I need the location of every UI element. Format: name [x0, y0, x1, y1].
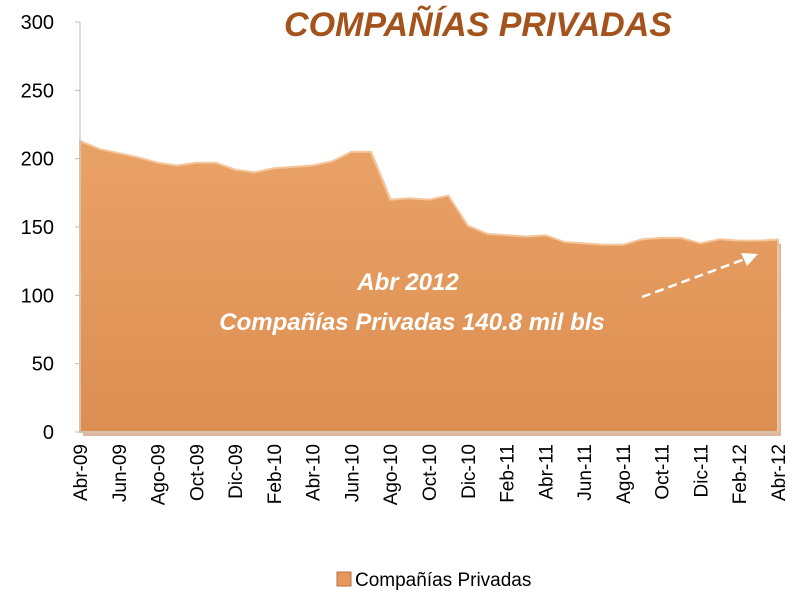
x-tick-label: Oct-09: [187, 444, 208, 501]
y-tick-label: 50: [32, 354, 54, 376]
arrow-head: [741, 253, 758, 266]
y-tick-label: 150: [21, 217, 54, 239]
arrow: [641, 257, 746, 299]
x-tick-label: Feb-12: [730, 444, 751, 504]
area: [79, 139, 779, 433]
x-tick-label: Oct-10: [420, 444, 441, 501]
x-tick-label: Feb-11: [498, 444, 519, 503]
x-tick-label: Jun-10: [342, 444, 363, 502]
x-tick-label: Dic-11: [691, 444, 712, 498]
x-tick-label: Oct-11: [653, 444, 674, 500]
x-tick-label: Ago-10: [381, 444, 402, 505]
legend-swatch: [336, 571, 352, 587]
annotation: Compañías Privadas 140.8 mil bls: [219, 309, 605, 336]
x-tick-label: Dic-10: [459, 444, 480, 499]
annotation: Abr 2012: [356, 269, 459, 296]
legend-label: Compañías Privadas: [355, 570, 531, 591]
y-tick-label: 250: [21, 80, 54, 102]
x-tick-label: Abr-11: [536, 444, 557, 500]
y-tick-label: 300: [21, 12, 54, 34]
x-tick-label: Abr-10: [304, 444, 325, 501]
x-tick-label: Feb-10: [265, 444, 286, 504]
y-tick-label: 200: [21, 149, 54, 171]
x-tick-label: Ago-09: [149, 444, 170, 505]
x-tick-label: Dic-09: [226, 444, 247, 499]
y-tick-label: 0: [43, 422, 54, 444]
x-tick-label: Abr-12: [769, 444, 790, 501]
x-tick-label: Jun-09: [110, 444, 131, 502]
x-tick-label: Abr-09: [71, 444, 92, 501]
x-tick-label: Ago-11: [614, 444, 635, 504]
x-tick-label: Jun-11: [575, 444, 596, 501]
y-tick-label: 100: [21, 285, 54, 307]
chart-title: COMPAÑÍAS PRIVADAS: [284, 6, 672, 44]
